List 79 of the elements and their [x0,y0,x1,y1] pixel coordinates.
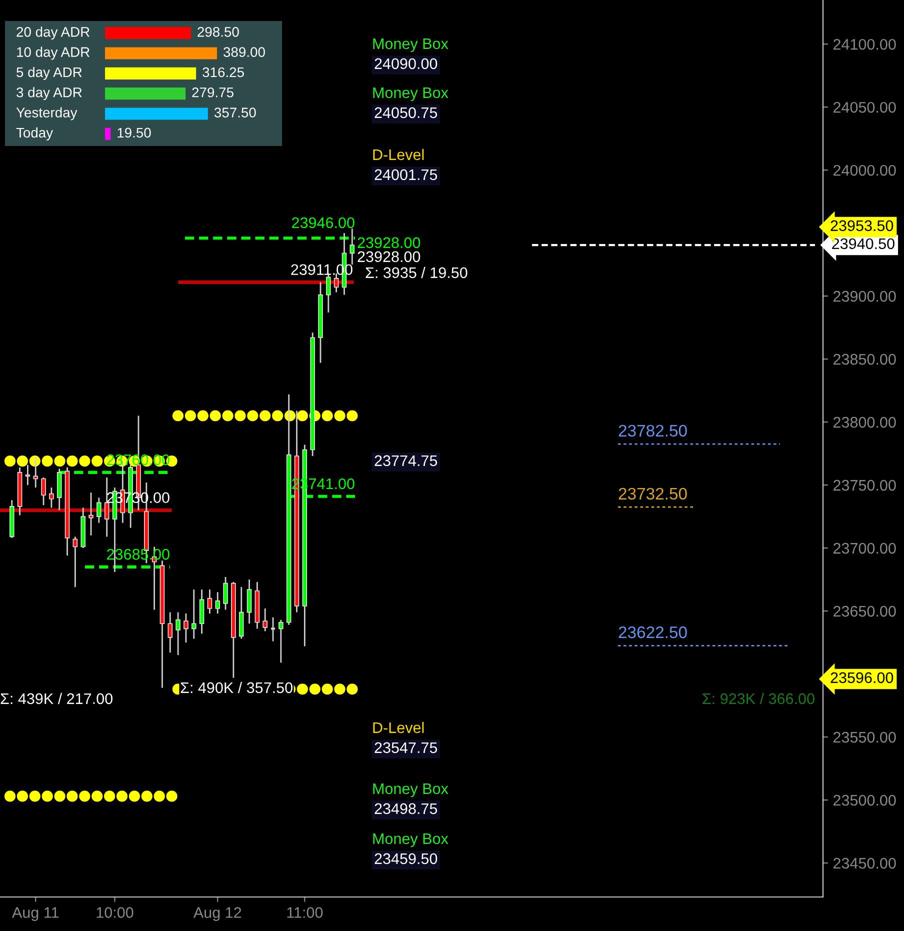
ref-line-label: 23622.50 [618,626,687,638]
annotation: 24090.00 [374,58,438,70]
data-label: 389.00 [224,47,265,57]
bar [105,108,208,120]
annotation: Money Box [373,833,448,848]
x-tick-label: 11:00 [287,907,323,918]
candlestick [191,588,196,640]
y-tick-label: 23800.00 [833,416,896,428]
data-label: 316.25 [202,67,244,78]
bar [105,88,186,100]
text: 23953.50 [830,220,894,232]
annotation: Σ: 923K / 366.00 [702,692,814,704]
annotation: Σ: 490K / 357.50 [180,682,292,694]
annotation: 23774.75 [374,455,438,466]
candlestick [49,486,54,508]
ref-line-label: 23732.50 [618,488,687,500]
y-tick-label: 23550.00 [833,732,896,743]
y-tick-label: 23500.00 [833,794,896,806]
bar [105,27,191,40]
bar [105,47,217,60]
y-tick-label: 23450.00 [833,858,896,869]
category-label: 3 day ADR [16,87,82,100]
y-tick-label: 24100.00 [833,38,896,50]
ref-line-label: 23946.00 [292,217,354,228]
candlestick [33,456,38,488]
y-tick-label: 23650.00 [833,606,896,617]
candlestick [223,576,228,610]
candlestick [25,464,30,486]
annotation: 23459.50 [374,853,438,864]
data-label: 19.50 [118,128,151,138]
annotation: 23498.75 [374,803,438,814]
data-label: 279.75 [192,87,234,98]
candlestick [41,476,46,506]
bar [105,128,111,140]
bar [105,67,196,80]
category-label: 5 day ADR [16,66,82,80]
candlestick [207,588,212,614]
annotation: Money Box [373,38,448,52]
category-label: 20 day ADR [16,26,90,40]
category-label: Yesterday [16,107,78,120]
y-tick-label: 23750.00 [833,480,896,491]
candlestick [246,578,252,624]
data-label: 298.50 [198,26,239,37]
candlestick [176,612,180,656]
x-tick-label: 10:00 [96,907,134,918]
ref-line-label: 23940.50 [832,238,894,250]
candlestick [215,591,220,614]
category-label: Today [16,127,54,140]
annotation: Σ: 439K / 217.00 [0,692,112,704]
candlestick [278,619,284,664]
candlestick [72,536,78,588]
y-tick-label: 24000.00 [833,164,896,176]
candlestick [262,608,268,632]
annotation: D-Level [373,148,424,160]
y-tick-label: 23700.00 [833,542,896,554]
annotation: 24001.75 [374,169,438,180]
y-tick-label: 23900.00 [833,290,896,302]
y-tick-label: 24050.00 [833,102,896,113]
annotation: Σ: 3935 / 19.50 [366,266,468,278]
annotation: 23928.00 [358,237,420,248]
candlestick [96,496,102,524]
candlestick [199,588,204,634]
annotation: 24050.75 [374,107,438,118]
text: 23596.00 [830,672,894,684]
ref-line-label: 23782.50 [618,424,687,437]
y-tick-label: 23850.00 [833,354,896,365]
data-label: 357.50 [214,108,256,118]
candlestick [238,586,244,640]
annotation: Money Box [373,87,448,102]
candlestick [184,612,188,644]
category-label: 10 day ADR [17,46,90,60]
annotation: 23547.75 [374,742,438,754]
annotation: Money Box [373,783,448,798]
annotation: 23928.00 [358,251,420,262]
annotation: D-Level [373,722,424,734]
x-tick-label: Aug 11 [12,907,59,921]
x-tick-label: Aug 12 [193,907,242,921]
candlestick [88,492,94,536]
candlestick [168,612,173,654]
